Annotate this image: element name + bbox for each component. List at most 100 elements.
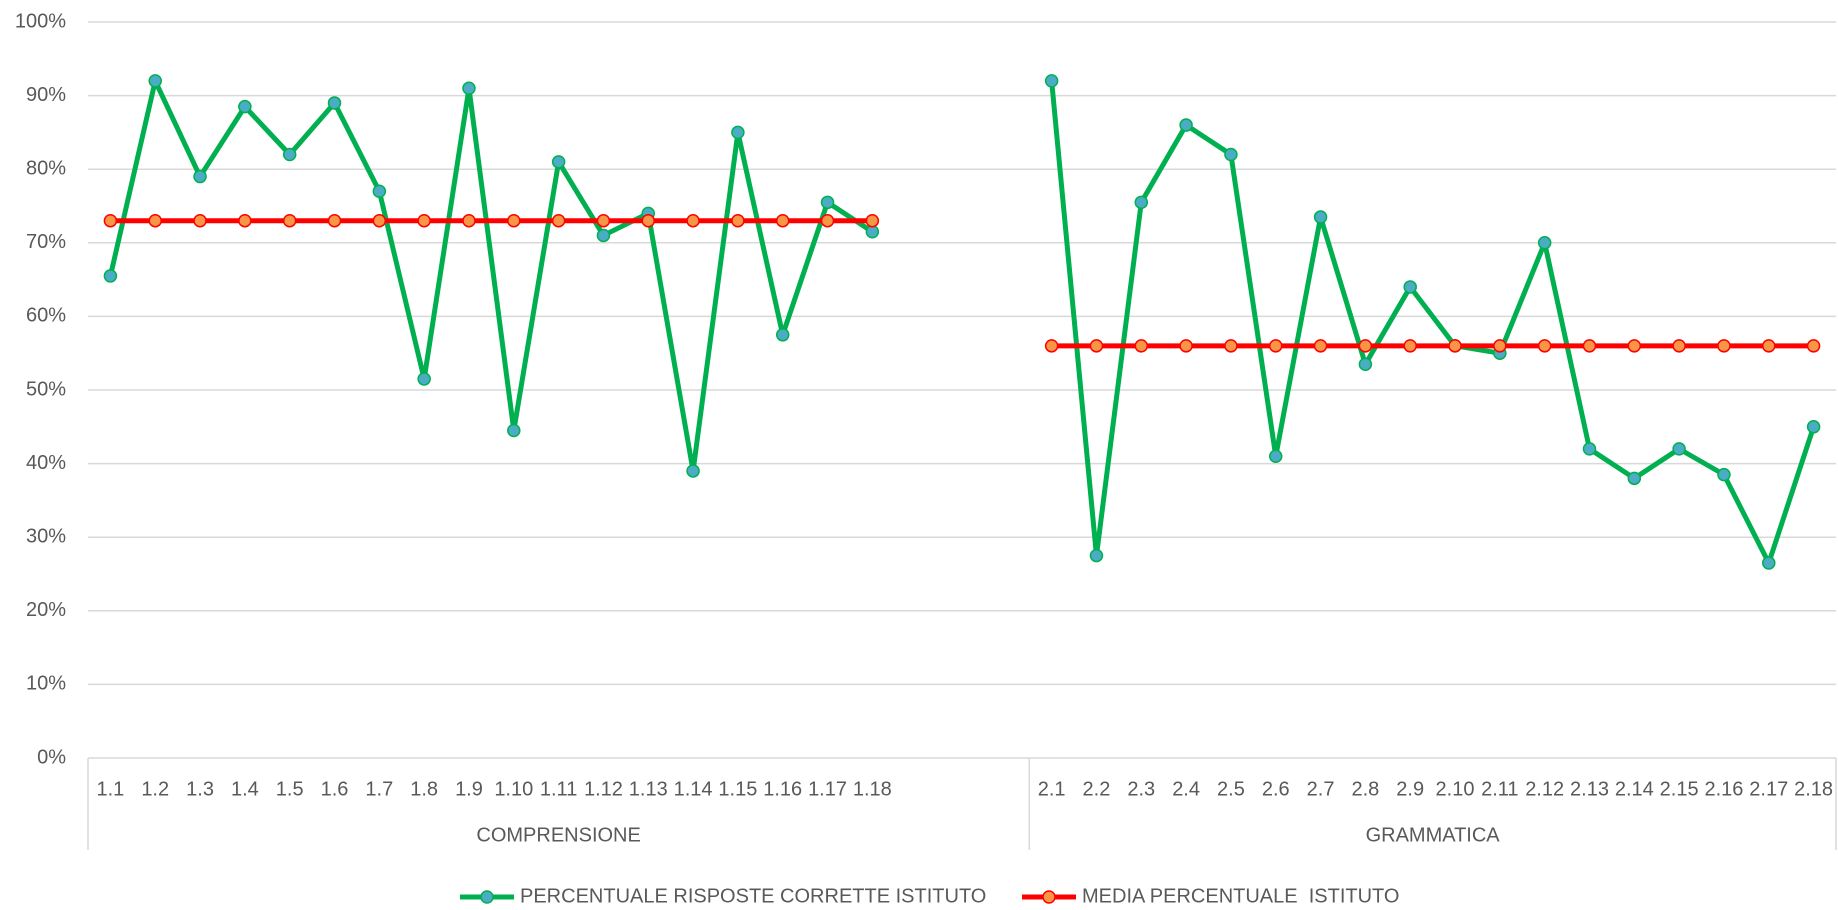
marker (507, 213, 521, 228)
marker (731, 125, 745, 140)
marker (1627, 339, 1642, 353)
marker (1717, 467, 1731, 482)
marker (193, 169, 207, 184)
x-tick-label: 2.18 (1794, 778, 1833, 800)
marker (1134, 339, 1149, 353)
legend-marker (1042, 890, 1056, 904)
marker (1268, 449, 1283, 463)
marker (596, 228, 611, 243)
group-label: GRAMMATICA (1366, 824, 1501, 846)
marker (1672, 339, 1686, 353)
marker (1448, 339, 1462, 353)
marker (193, 213, 207, 228)
x-tick-label: 2.5 (1217, 778, 1245, 800)
marker (327, 96, 342, 110)
x-tick-label: 1.11 (540, 778, 577, 800)
marker (1806, 339, 1821, 353)
marker (1089, 548, 1104, 563)
y-tick-label: 90% (26, 84, 66, 106)
marker (327, 213, 342, 228)
x-tick-label: 1.16 (763, 778, 802, 800)
marker (1627, 471, 1642, 486)
marker (1358, 357, 1373, 371)
x-tick-label: 1.6 (321, 778, 349, 800)
marker (372, 184, 387, 199)
x-tick-label: 1.5 (276, 778, 304, 800)
marker (1403, 339, 1417, 353)
marker (1493, 339, 1507, 353)
marker (1762, 556, 1776, 570)
group-label: COMPRENSIONE (476, 824, 640, 846)
marker (1762, 339, 1776, 353)
marker (1044, 339, 1059, 353)
y-tick-label: 10% (26, 673, 66, 695)
x-tick-label: 2.8 (1351, 778, 1379, 800)
x-tick-label: 2.11 (1481, 778, 1518, 800)
y-tick-label: 50% (26, 378, 66, 400)
marker (148, 74, 162, 88)
marker (238, 99, 252, 114)
y-tick-label: 100% (15, 10, 66, 32)
marker (1179, 339, 1193, 353)
x-tick-label: 1.7 (365, 778, 393, 800)
x-tick-label: 1.2 (141, 778, 169, 800)
marker (820, 213, 835, 228)
marker (775, 213, 790, 228)
x-tick-label: 1.14 (674, 778, 713, 800)
x-tick-label: 2.9 (1396, 778, 1424, 800)
x-tick-label: 1.1 (97, 778, 125, 800)
marker (1089, 339, 1104, 353)
y-tick-label: 20% (26, 599, 66, 621)
marker (1582, 339, 1597, 353)
marker (686, 213, 700, 228)
marker (282, 147, 297, 162)
x-tick-label: 2.15 (1660, 778, 1699, 800)
x-tick-label: 1.12 (584, 778, 623, 800)
marker (551, 213, 566, 228)
y-tick-label: 60% (26, 305, 66, 327)
x-tick-label: 2.6 (1262, 778, 1290, 800)
marker (103, 213, 118, 228)
x-tick-label: 1.3 (186, 778, 214, 800)
legend-label: MEDIA PERCENTUALE ISTITUTO (1082, 885, 1399, 907)
marker (596, 213, 611, 228)
marker (1582, 442, 1597, 456)
marker (462, 213, 476, 228)
series-line (110, 218, 1814, 349)
y-tick-label: 30% (26, 525, 66, 547)
marker (1134, 195, 1149, 210)
x-tick-label: 2.4 (1172, 778, 1200, 800)
x-tick-label: 1.18 (853, 778, 892, 800)
x-tick-label: 2.3 (1127, 778, 1155, 800)
x-tick-label: 2.14 (1615, 778, 1654, 800)
x-tick-label: 2.17 (1749, 778, 1788, 800)
marker (865, 225, 880, 239)
marker (1268, 339, 1283, 353)
marker (238, 213, 252, 228)
marker (731, 213, 745, 228)
x-tick-label: 2.2 (1083, 778, 1111, 800)
marker (1044, 74, 1059, 88)
legend-marker (480, 890, 494, 904)
marker (1224, 339, 1238, 353)
x-tick-label: 1.15 (718, 778, 757, 800)
marker (103, 269, 118, 283)
x-tick-label: 1.13 (629, 778, 668, 800)
x-tick-label: 1.17 (808, 778, 847, 800)
marker (1358, 339, 1373, 353)
marker (1717, 339, 1731, 353)
x-tick-label: 1.10 (494, 778, 533, 800)
x-tick-label: 2.10 (1436, 778, 1475, 800)
marker (1403, 280, 1417, 294)
y-tick-label: 70% (26, 231, 66, 253)
y-tick-label: 40% (26, 452, 66, 474)
x-tick-label: 2.12 (1525, 778, 1564, 800)
x-tick-label: 2.16 (1704, 778, 1743, 800)
marker (417, 213, 431, 228)
marker (1179, 118, 1193, 132)
marker (417, 372, 431, 386)
x-tick-label: 1.9 (455, 778, 483, 800)
marker (1313, 210, 1328, 224)
marker (1224, 147, 1238, 162)
marker (372, 213, 387, 228)
